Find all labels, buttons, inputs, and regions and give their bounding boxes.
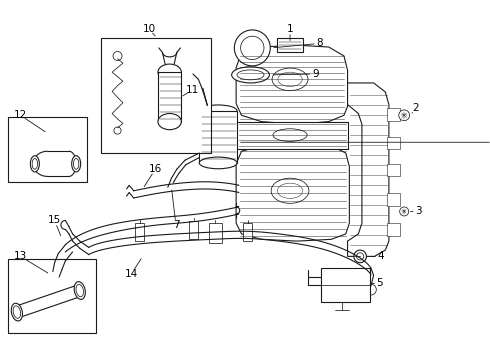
Text: 10: 10 <box>143 24 155 34</box>
Circle shape <box>400 207 409 216</box>
Circle shape <box>113 51 122 60</box>
Text: 14: 14 <box>124 269 138 279</box>
Bar <box>244 223 252 241</box>
Ellipse shape <box>158 64 181 80</box>
Polygon shape <box>236 45 347 124</box>
Text: 11: 11 <box>186 85 199 95</box>
Bar <box>199 111 237 163</box>
Text: 12: 12 <box>14 110 27 120</box>
Ellipse shape <box>74 282 85 300</box>
Bar <box>101 38 211 153</box>
Ellipse shape <box>13 306 21 318</box>
Text: 9: 9 <box>312 69 318 79</box>
Bar <box>387 193 400 206</box>
Ellipse shape <box>199 105 237 117</box>
Circle shape <box>354 250 367 263</box>
Ellipse shape <box>158 113 181 130</box>
Ellipse shape <box>272 68 308 91</box>
Text: 7: 7 <box>172 220 179 230</box>
Ellipse shape <box>237 70 264 80</box>
Bar <box>387 137 400 149</box>
Bar <box>236 122 348 149</box>
Ellipse shape <box>271 178 309 203</box>
Ellipse shape <box>278 72 302 86</box>
Ellipse shape <box>74 158 79 169</box>
Ellipse shape <box>76 284 83 297</box>
Bar <box>387 164 400 176</box>
Bar <box>136 223 145 241</box>
Bar <box>387 223 400 236</box>
Text: 3: 3 <box>415 206 422 216</box>
Text: 13: 13 <box>14 251 27 261</box>
Ellipse shape <box>273 129 307 141</box>
Ellipse shape <box>277 183 303 198</box>
Text: 2: 2 <box>413 103 419 113</box>
Bar <box>209 223 222 243</box>
Ellipse shape <box>72 156 81 172</box>
Circle shape <box>399 110 410 121</box>
Bar <box>320 268 370 302</box>
Bar <box>158 72 181 122</box>
Text: 8: 8 <box>317 39 323 48</box>
Text: 5: 5 <box>377 278 383 288</box>
Bar <box>387 108 400 121</box>
Text: 15: 15 <box>48 215 61 225</box>
Bar <box>190 221 198 239</box>
Circle shape <box>366 284 376 295</box>
Ellipse shape <box>11 303 23 321</box>
Ellipse shape <box>32 158 38 169</box>
Bar <box>8 117 87 182</box>
Text: 4: 4 <box>377 251 384 261</box>
Ellipse shape <box>199 157 237 169</box>
Ellipse shape <box>30 156 39 172</box>
Ellipse shape <box>232 67 270 83</box>
Polygon shape <box>236 144 349 241</box>
Polygon shape <box>347 83 389 256</box>
Bar <box>277 38 303 53</box>
Circle shape <box>357 253 364 260</box>
Bar <box>8 259 96 333</box>
Text: 16: 16 <box>148 164 162 174</box>
Polygon shape <box>17 284 80 318</box>
Circle shape <box>234 30 270 66</box>
Text: 1: 1 <box>287 24 294 34</box>
Circle shape <box>241 36 264 60</box>
Circle shape <box>114 127 121 134</box>
